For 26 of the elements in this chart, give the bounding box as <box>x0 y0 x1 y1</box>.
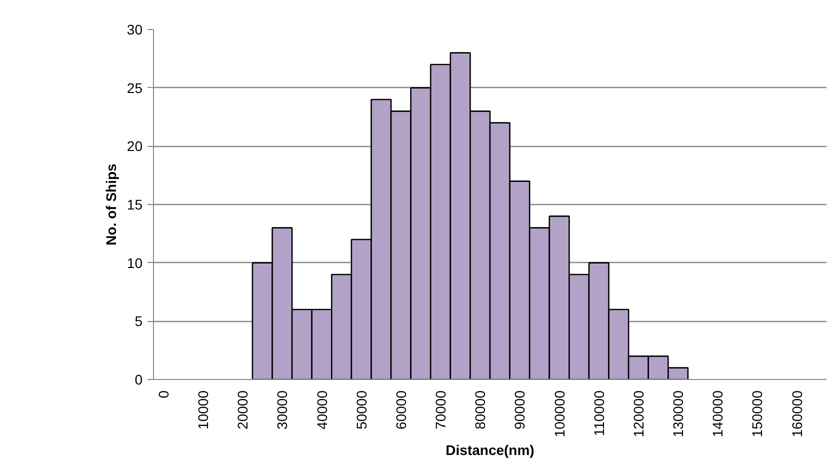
x-tick-label: 120000 <box>630 390 646 438</box>
x-tick-label: 30000 <box>274 390 290 430</box>
x-tick-label: 160000 <box>788 390 805 438</box>
x-axis-title: Distance(nm) <box>446 442 534 458</box>
y-tick-label: 25 <box>126 80 143 96</box>
x-tick-label: 60000 <box>392 390 409 430</box>
x-tick-label: 110000 <box>590 390 607 436</box>
x-tick-label: 150000 <box>749 390 766 438</box>
y-tick-label: 15 <box>126 196 143 212</box>
x-tick-label: 0 <box>155 390 172 398</box>
x-tick-label: 130000 <box>670 390 686 438</box>
x-tick-label: 20000 <box>234 390 251 430</box>
y-tick-label: 5 <box>134 313 143 330</box>
x-tick-label: 10000 <box>194 390 211 430</box>
y-tick-label: 0 <box>134 372 143 388</box>
x-tick-label: 50000 <box>353 390 370 430</box>
x-tick-label: 40000 <box>314 390 330 430</box>
x-tick-label: 80000 <box>472 390 488 430</box>
x-tick-label: 90000 <box>512 390 528 430</box>
y-tick-label: 20 <box>126 138 143 154</box>
y-axis-title: No. of Ships <box>102 163 119 246</box>
x-tick-label: 140000 <box>710 390 726 438</box>
x-tick-label: 70000 <box>432 390 449 430</box>
y-tick-label: 30 <box>126 22 143 38</box>
y-tick-label: 10 <box>126 254 143 271</box>
x-tick-label: 100000 <box>551 390 568 438</box>
